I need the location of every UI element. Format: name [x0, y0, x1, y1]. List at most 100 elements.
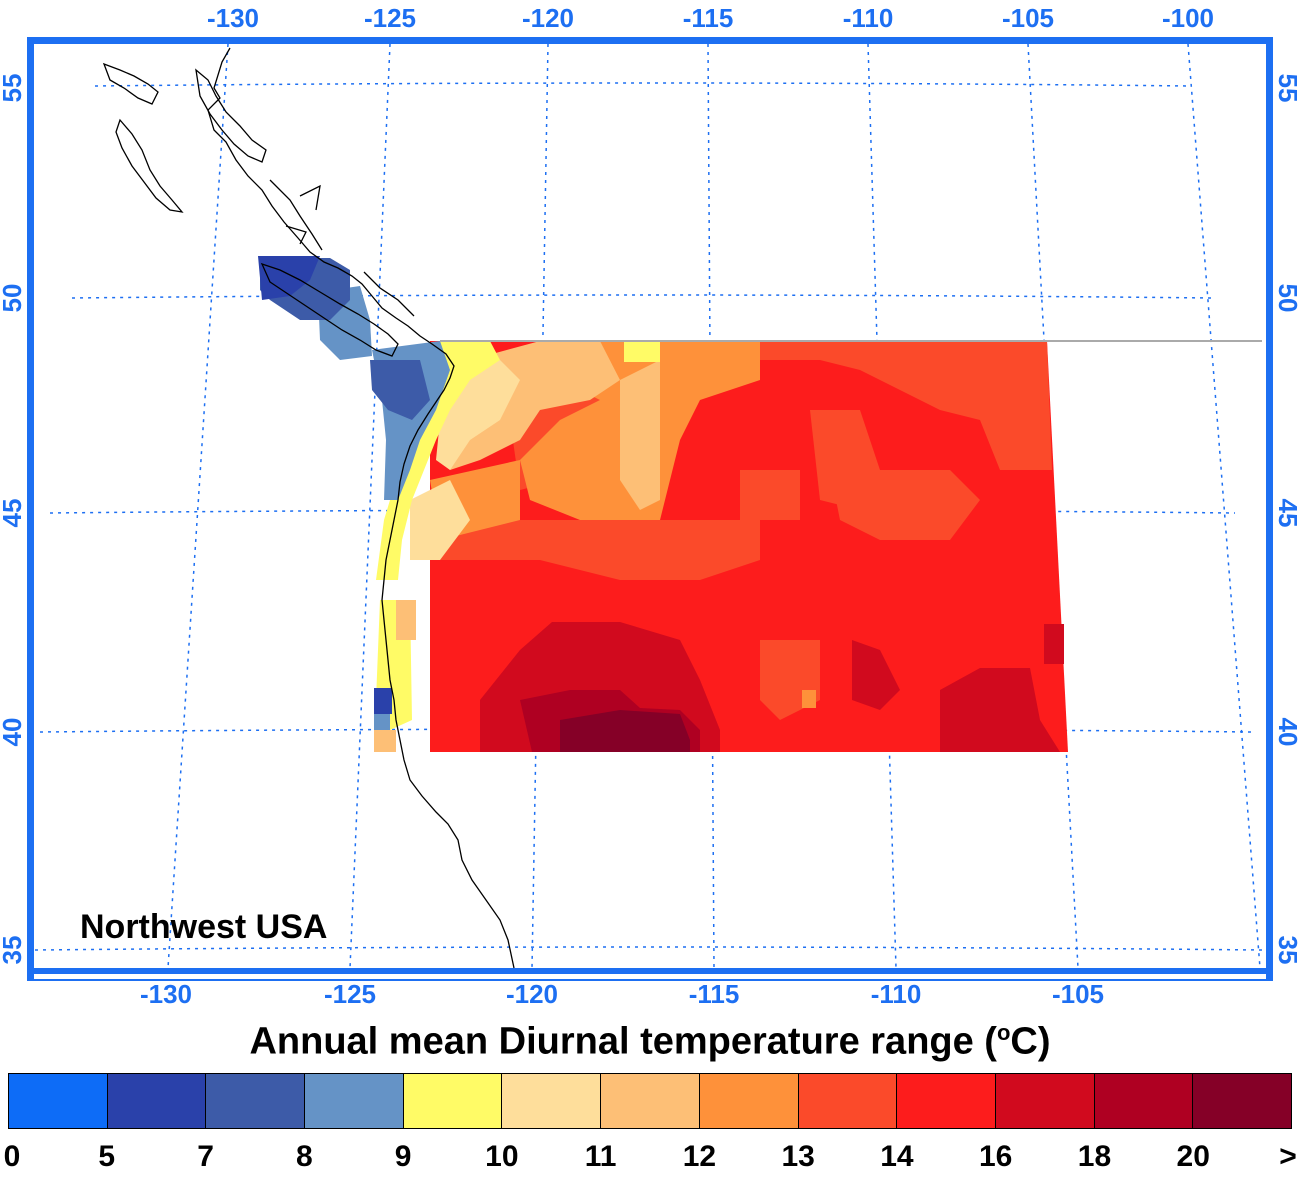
- bottom-longitude-ticks: -130 -125 -120 -115 -110 -105: [140, 979, 1104, 1009]
- colorbar-tick-label: 20: [1176, 1140, 1210, 1173]
- colorbar-labels: 0 5 7 8 9 10 11 12 13 14 16 18 20 >: [0, 1140, 1300, 1180]
- dtr-cell: [620, 360, 660, 510]
- colorbar-box: [9, 1074, 107, 1128]
- map-frame-tick-bar-bottom: [28, 968, 1272, 974]
- right-lat-tick-label: 45: [1273, 499, 1300, 528]
- coastline: [102, 47, 515, 969]
- colorbar-box: [106, 1074, 206, 1128]
- dtr-cell: [624, 341, 660, 362]
- dtr-cell: [760, 341, 1052, 470]
- dtr-field: [258, 256, 1068, 752]
- meridian-120: [531, 43, 549, 969]
- meridian-130: [167, 43, 229, 969]
- colorbar-box: [304, 1074, 403, 1128]
- dtr-cell: [852, 640, 900, 710]
- colorbar-tick-label: 10: [485, 1140, 519, 1173]
- left-lat-tick-label: 50: [0, 284, 27, 313]
- colorbar-box: [600, 1074, 699, 1128]
- dtr-cell: [410, 480, 470, 560]
- bottom-lon-tick-label: -120: [506, 979, 558, 1009]
- coastline-archipelago: [195, 68, 267, 163]
- colorbar-tick-label: >: [1279, 1140, 1297, 1173]
- coastline-haida-gwaii: [115, 118, 184, 213]
- colorbar-box: [797, 1074, 897, 1128]
- colorbar-tick-label: 12: [682, 1140, 717, 1173]
- dtr-cell: [740, 470, 800, 520]
- colorbar-tick-label: 0: [3, 1140, 21, 1173]
- colorbar-tick-label: 16: [979, 1140, 1013, 1173]
- colorbar-tick-label: 14: [880, 1140, 914, 1173]
- right-lat-tick-label: 50: [1273, 284, 1300, 313]
- colorbar-tick-label: 7: [197, 1140, 214, 1173]
- left-lat-tick-label: 55: [0, 74, 27, 103]
- dtr-cell: [1044, 624, 1064, 664]
- dtr-cell: [374, 730, 396, 752]
- colorbar-box: [698, 1074, 798, 1128]
- bottom-lon-tick-label: -125: [324, 979, 376, 1009]
- meridian-115: [707, 43, 715, 969]
- top-lon-tick-label: -125: [364, 3, 416, 33]
- parallel-45: [49, 509, 1236, 514]
- meridian-110: [867, 43, 897, 969]
- bottom-lon-tick-label: -115: [689, 979, 740, 1009]
- map-frame-tick-bar-left: [28, 38, 34, 980]
- map-title-degree: o: [996, 1020, 1011, 1045]
- meridian-100: [1187, 43, 1261, 969]
- parallel-55: [94, 82, 1191, 87]
- meridian-125: [349, 43, 391, 969]
- coastline-vancouver-island: [260, 262, 399, 357]
- map-panel: Northwest USA -130 -125 -120 -115 -110 -105 -1…: [0, 3, 1300, 1009]
- top-lon-tick-label: -120: [522, 3, 574, 33]
- bottom-lon-tick-label: -110: [871, 979, 922, 1009]
- meridian-105: [1027, 43, 1079, 969]
- map-frame-tick-bar-top: [28, 38, 1272, 44]
- map-title: Annual mean Diurnal temperature range (o…: [0, 1020, 1300, 1064]
- left-lat-tick-label: 45: [0, 499, 27, 528]
- colorbar-box: [205, 1074, 305, 1128]
- colorbar-box: [1192, 1074, 1291, 1128]
- colorbar-tick-label: 5: [98, 1140, 116, 1173]
- map-frame-tick-bar-right: [1266, 38, 1272, 980]
- colorbar-box: [994, 1074, 1094, 1128]
- right-latitude-ticks: 55 50 45 40 35: [1273, 74, 1300, 965]
- left-lat-tick-label: 35: [0, 936, 27, 965]
- right-lat-tick-label: 55: [1273, 74, 1300, 103]
- colorbar-box: [402, 1074, 502, 1128]
- colorbar-tick-label: 18: [1077, 1140, 1112, 1173]
- right-lat-tick-label: 35: [1273, 936, 1300, 965]
- dtr-cell: [830, 470, 980, 540]
- dtr-cell: [560, 710, 690, 752]
- parallel-50: [71, 294, 1213, 299]
- top-lon-tick-label: -130: [207, 3, 259, 33]
- colorbar-tick-label: 13: [781, 1140, 815, 1173]
- colorbar-tick-label: 11: [584, 1140, 617, 1173]
- dtr-cell: [258, 256, 320, 300]
- bottom-lon-tick-label: -130: [140, 979, 192, 1009]
- colorbar-box: [501, 1074, 601, 1128]
- top-lon-tick-label: -110: [843, 3, 894, 33]
- bottom-lon-tick-label: -105: [1052, 979, 1104, 1009]
- left-lat-tick-label: 40: [0, 718, 27, 747]
- dtr-cell: [802, 690, 816, 708]
- dtr-cell: [370, 360, 430, 420]
- map-title-unit: C): [1010, 1020, 1051, 1063]
- dtr-cell: [940, 668, 1060, 752]
- coastline-alaska-islands: [102, 62, 159, 105]
- colorbar-box: [1093, 1074, 1193, 1128]
- right-lat-tick-label: 40: [1273, 718, 1300, 747]
- dtr-cell: [430, 520, 760, 580]
- top-lon-tick-label: -100: [1162, 3, 1214, 33]
- dtr-cell: [374, 688, 392, 714]
- top-lon-tick-label: -105: [1002, 3, 1054, 33]
- top-longitude-ticks: -130 -125 -120 -115 -110 -105 -100: [207, 3, 1214, 33]
- colorbar-tick-label: 8: [295, 1140, 313, 1173]
- coastline-mainland: [207, 47, 515, 969]
- region-label: Northwest USA: [80, 908, 327, 946]
- coastline-fjords: [269, 179, 415, 317]
- colorbar-box: [896, 1074, 995, 1128]
- colorbar: [8, 1073, 1292, 1129]
- left-latitude-ticks: 55 50 45 40 35: [0, 74, 27, 965]
- map-title-main: Annual mean Diurnal temperature range (: [249, 1020, 997, 1063]
- colorbar-tick-label: 9: [394, 1140, 412, 1173]
- dtr-cell: [396, 600, 416, 640]
